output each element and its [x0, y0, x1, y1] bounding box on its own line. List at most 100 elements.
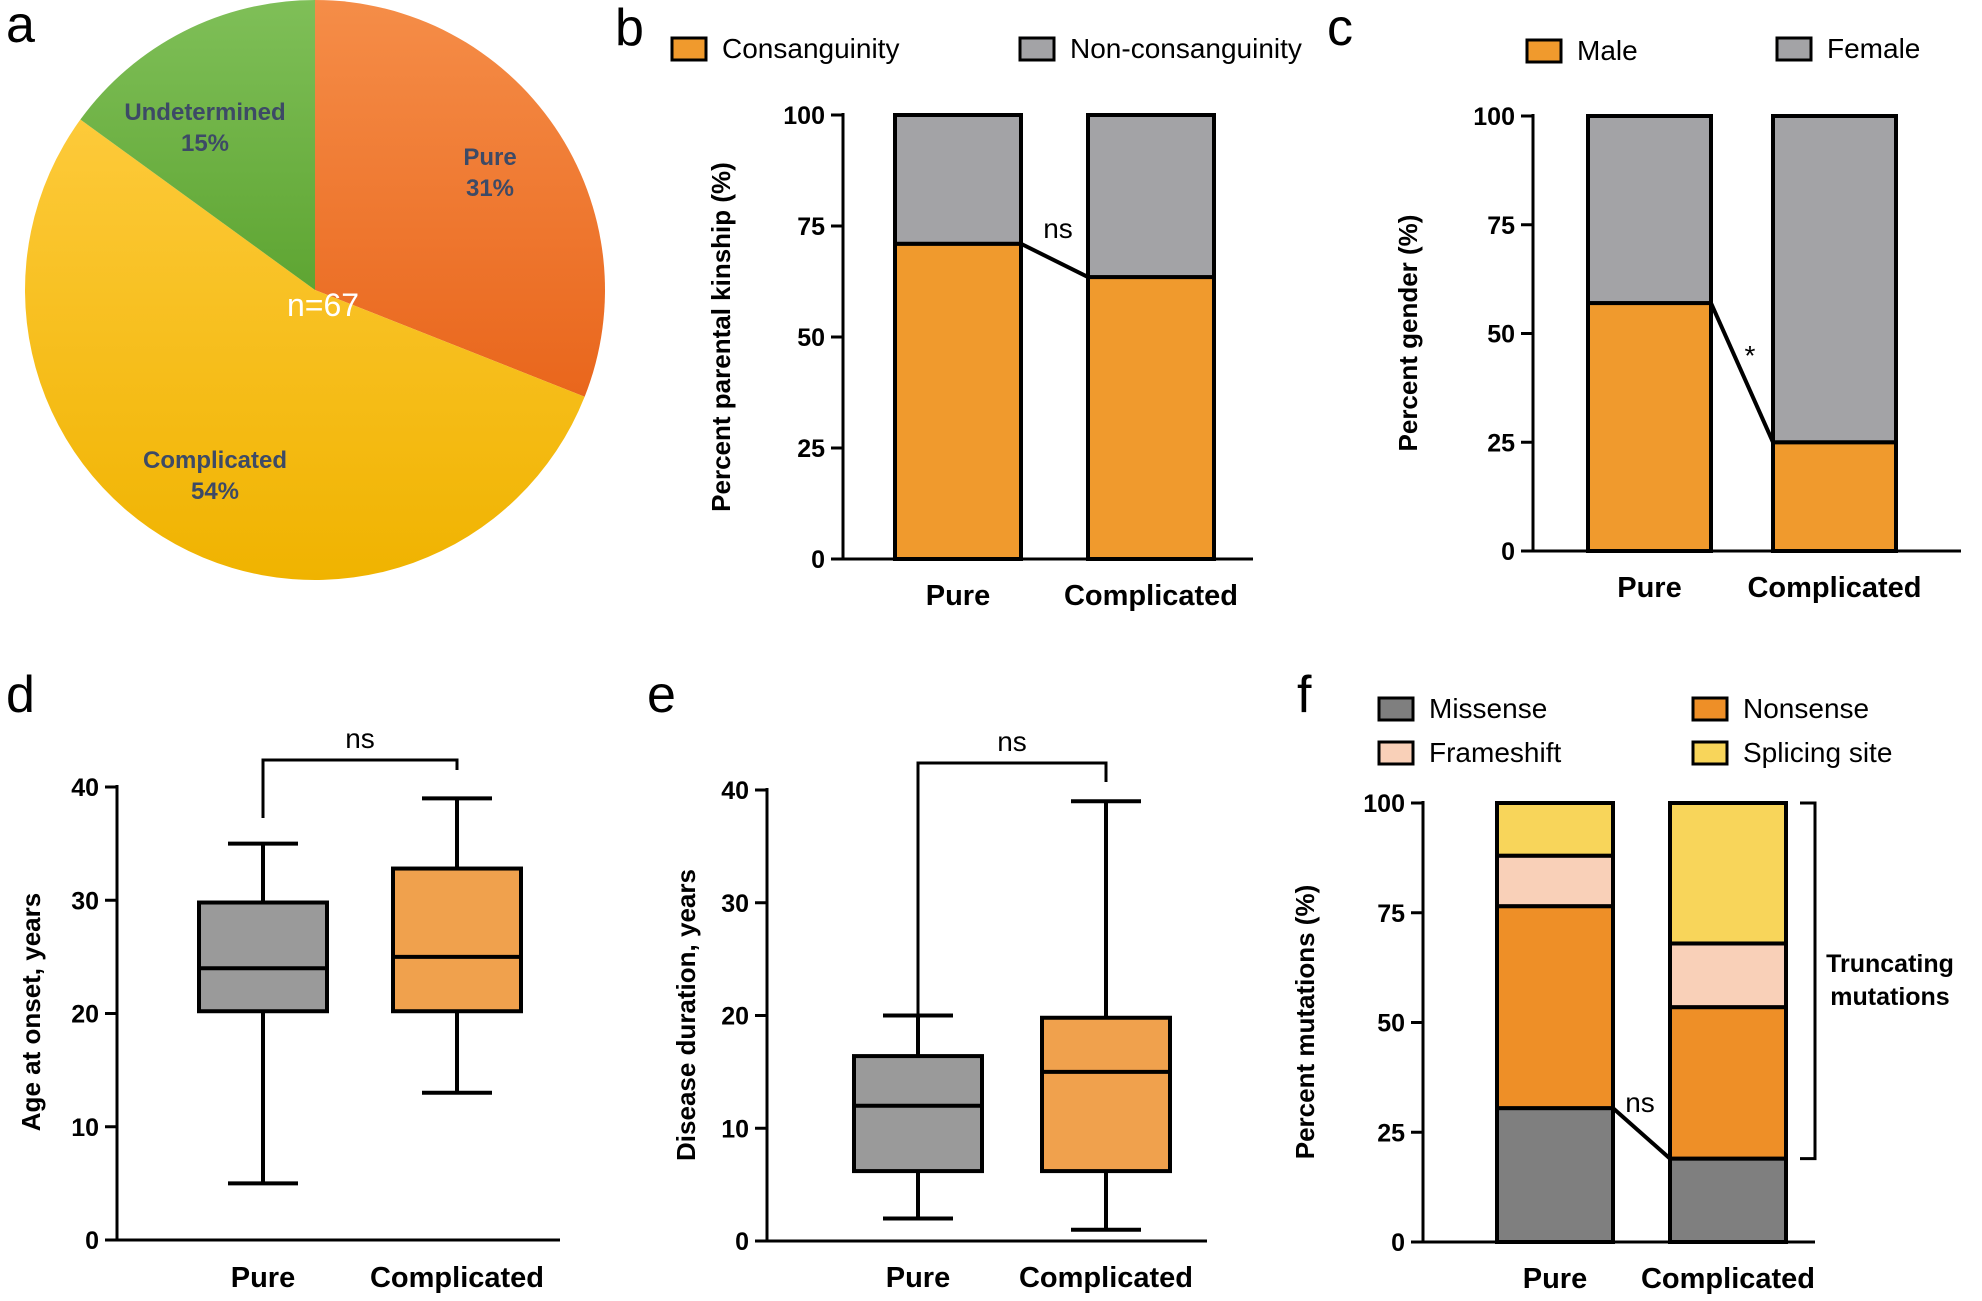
significance-label: *: [1745, 340, 1756, 371]
y-tick-label: 25: [1377, 1119, 1405, 1147]
truncating-bracket: [1800, 801, 1817, 1161]
bar-complicated-frameshift: [1668, 941, 1788, 1010]
y-tick-label: 75: [1377, 900, 1405, 928]
pie-percent-complicated: 54%: [191, 478, 239, 505]
bar-pure-frameshift: [1495, 853, 1615, 909]
y-tick-label: 20: [71, 1001, 99, 1029]
x-category-label-pure: Pure: [1617, 572, 1681, 604]
pie-label-complicated: Complicated: [143, 447, 287, 474]
y-tick-label: 50: [1377, 1010, 1405, 1038]
comparison-connector-line: [1611, 1106, 1672, 1161]
pie-slice-pure: [315, 0, 605, 397]
box-pure: [852, 1054, 984, 1174]
pie-percent-undetermined: 15%: [181, 130, 229, 157]
x-category-label-pure: Pure: [926, 580, 990, 612]
panel-letter-d: d: [6, 666, 35, 724]
bar-pure-consanguinity: [893, 241, 1023, 561]
comparison-connector-line: [1020, 241, 1089, 279]
panel-letter-e: e: [647, 666, 676, 724]
truncating-label-line-1: Truncating: [1826, 950, 1954, 978]
bar-pure-nonsense: [1495, 904, 1615, 1111]
significance-label: ns: [345, 723, 375, 754]
x-category-label-pure: Pure: [886, 1262, 950, 1294]
pie-slice-undetermined: [80, 0, 315, 290]
bar-complicated-missense: [1668, 1156, 1788, 1244]
bar-complicated-female: [1771, 114, 1898, 445]
y-tick-label: 100: [1473, 103, 1515, 131]
legend-swatch-splicing-site: [1691, 740, 1729, 766]
legend-swatch-frameshift: [1377, 740, 1415, 766]
panel-b-stacked-bar-chart: 0 25 50 75 100 Percent parental kinship (%) Pu…: [670, 33, 1302, 612]
panel-letter-b: b: [615, 0, 644, 57]
panel-d-box-plot: 0 10 20 30 40 Age at onset, years Pure Complica…: [16, 723, 560, 1294]
x-category-label-complicated: Complicated: [1019, 1262, 1193, 1294]
y-tick-label: 25: [797, 435, 825, 463]
significance-label: ns: [1625, 1087, 1655, 1118]
bar-complicated-nonsense: [1668, 1005, 1788, 1161]
legend-label-frameshift: Frameshift: [1429, 737, 1561, 768]
bar-pure-non-consanguinity: [893, 113, 1023, 246]
legend-swatch-non-consanguinity: [1018, 36, 1056, 62]
significance-bracket: [261, 758, 459, 818]
y-axis-label: Percent gender (%): [1393, 215, 1423, 452]
panel-letter-a: a: [6, 0, 35, 54]
panel-c-stacked-bar-chart: 0 25 50 75 100 Percent gender (%) Pure Complica…: [1393, 33, 1961, 604]
significance-label: ns: [1043, 213, 1073, 244]
y-tick-label: 0: [735, 1228, 749, 1256]
panel-f-stacked-bar-chart: 0 25 50 75 100 Percent mutations (%) Pure Compl…: [1290, 693, 1954, 1295]
y-tick-label: 0: [1391, 1229, 1405, 1257]
y-tick-label: 20: [721, 1003, 749, 1031]
x-category-label-complicated: Complicated: [1064, 580, 1238, 612]
y-tick-label: 10: [721, 1115, 749, 1143]
panel-letter-f: f: [1297, 666, 1312, 724]
y-tick-label: 100: [1363, 790, 1405, 818]
bar-complicated-non-consanguinity: [1086, 113, 1216, 280]
x-category-label-complicated: Complicated: [370, 1262, 544, 1294]
panel-letter-c: c: [1327, 0, 1353, 57]
legend-swatch-consanguinity: [670, 36, 708, 62]
legend-swatch-male: [1525, 38, 1563, 64]
pie-label-undetermined: Undetermined: [124, 99, 285, 126]
box-complicated: [1040, 1015, 1172, 1174]
bar-pure-female: [1586, 114, 1713, 306]
legend-swatch-female: [1775, 36, 1813, 62]
y-tick-label: 0: [85, 1227, 99, 1255]
y-tick-label: 40: [71, 774, 99, 802]
legend-swatch-nonsense: [1691, 696, 1729, 722]
truncating-label-line-2: mutations: [1830, 983, 1949, 1011]
pie-center-label: n=67: [287, 287, 359, 323]
y-tick-label: 50: [1487, 321, 1515, 349]
legend-swatch-missense: [1377, 696, 1415, 722]
y-tick-label: 75: [797, 213, 825, 241]
panel-e-box-plot: 0 10 20 30 40 Disease duration, years Pure Comp…: [671, 726, 1207, 1294]
y-tick-label: 40: [721, 777, 749, 805]
bar-pure-missense: [1495, 1106, 1615, 1244]
panel-a-pie-chart: Pure 31% Complicated 54% Undetermined 15% n=67: [24, 0, 605, 581]
legend-label-female: Female: [1827, 33, 1920, 64]
legend-label-nonsense: Nonsense: [1743, 693, 1869, 724]
pie-slice-complicated: [24, 119, 585, 581]
y-tick-label: 10: [71, 1114, 99, 1142]
significance-label: ns: [997, 726, 1027, 757]
y-axis-label: Disease duration, years: [671, 869, 701, 1161]
pie-label-pure: Pure: [463, 144, 516, 171]
significance-bracket: [916, 761, 1108, 1016]
legend-label-male: Male: [1577, 35, 1638, 66]
bar-complicated-consanguinity: [1086, 275, 1216, 561]
x-category-label-complicated: Complicated: [1747, 572, 1921, 604]
y-tick-label: 30: [71, 887, 99, 915]
y-tick-label: 30: [721, 890, 749, 918]
y-tick-label: 0: [1501, 538, 1515, 566]
y-axis-label: Percent parental kinship (%): [706, 162, 736, 512]
y-tick-label: 100: [783, 102, 825, 130]
legend-label-splicing-site: Splicing site: [1743, 737, 1892, 768]
x-category-label-pure: Pure: [231, 1262, 295, 1294]
box-pure: [197, 900, 329, 1014]
comparison-connector-line: [1709, 302, 1775, 444]
bar-pure-splicing-site: [1495, 801, 1615, 858]
legend-label-non-consanguinity: Non-consanguinity: [1070, 33, 1302, 64]
y-tick-label: 0: [811, 546, 825, 574]
legend-label-missense: Missense: [1429, 693, 1547, 724]
y-axis-label: Age at onset, years: [16, 893, 46, 1131]
